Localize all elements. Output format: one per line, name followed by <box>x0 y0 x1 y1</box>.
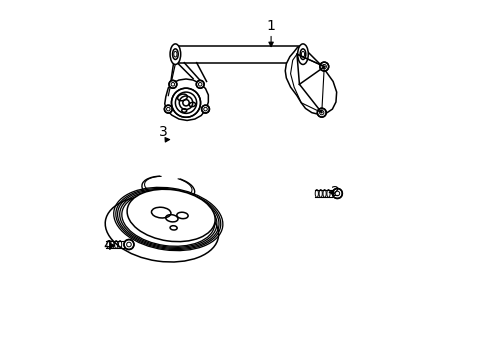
Ellipse shape <box>127 189 215 242</box>
Text: 2: 2 <box>330 185 339 199</box>
Polygon shape <box>164 79 208 121</box>
Polygon shape <box>175 46 303 63</box>
Text: 4: 4 <box>103 239 112 253</box>
Ellipse shape <box>317 108 325 117</box>
Ellipse shape <box>164 105 172 113</box>
Ellipse shape <box>332 189 342 198</box>
Ellipse shape <box>124 239 134 249</box>
Ellipse shape <box>297 44 307 64</box>
Text: 1: 1 <box>266 19 275 33</box>
Ellipse shape <box>201 105 209 113</box>
Ellipse shape <box>169 80 177 88</box>
Ellipse shape <box>171 88 200 117</box>
Ellipse shape <box>319 62 328 71</box>
Text: 3: 3 <box>158 125 167 139</box>
Ellipse shape <box>196 80 203 88</box>
Ellipse shape <box>105 196 218 262</box>
Polygon shape <box>285 47 336 114</box>
Ellipse shape <box>170 44 181 64</box>
